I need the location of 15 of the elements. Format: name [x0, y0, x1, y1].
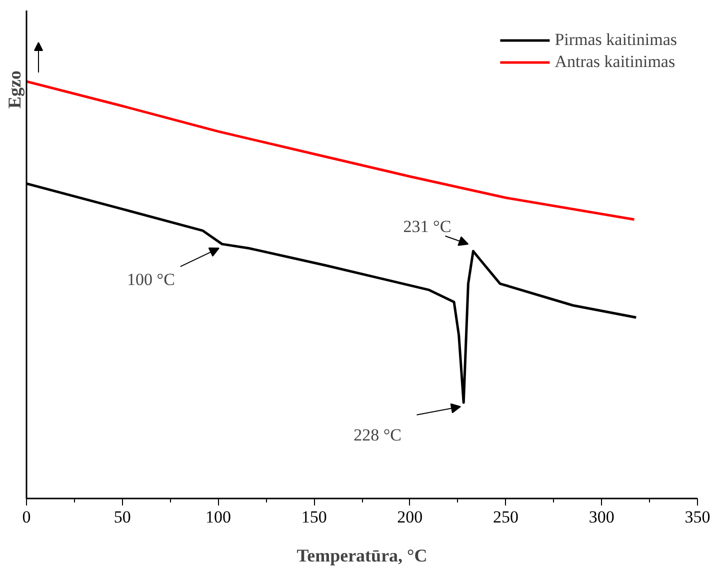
x-tick-label: 250 [493, 508, 519, 526]
x-tick-label: 150 [301, 508, 327, 526]
legend-label: Pirmas kaitinimas [554, 30, 677, 50]
legend-label: Antras kaitinimas [554, 52, 676, 72]
x-tick-label: 350 [684, 508, 710, 526]
annotation: 100 °C [127, 270, 175, 290]
annotation: 228 °C [354, 426, 402, 445]
x-tick-label: 100 [205, 508, 231, 526]
x-tick-label: 50 [114, 508, 131, 526]
annotation: 231 °C [403, 217, 452, 236]
y-axis-title: Egzo [4, 70, 24, 108]
x-tick-label: 0 [22, 508, 31, 526]
x-axis-title: Temperatūra, °C [296, 546, 428, 566]
x-tick-label: 200 [397, 508, 423, 526]
x-tick-label: 300 [588, 508, 614, 526]
